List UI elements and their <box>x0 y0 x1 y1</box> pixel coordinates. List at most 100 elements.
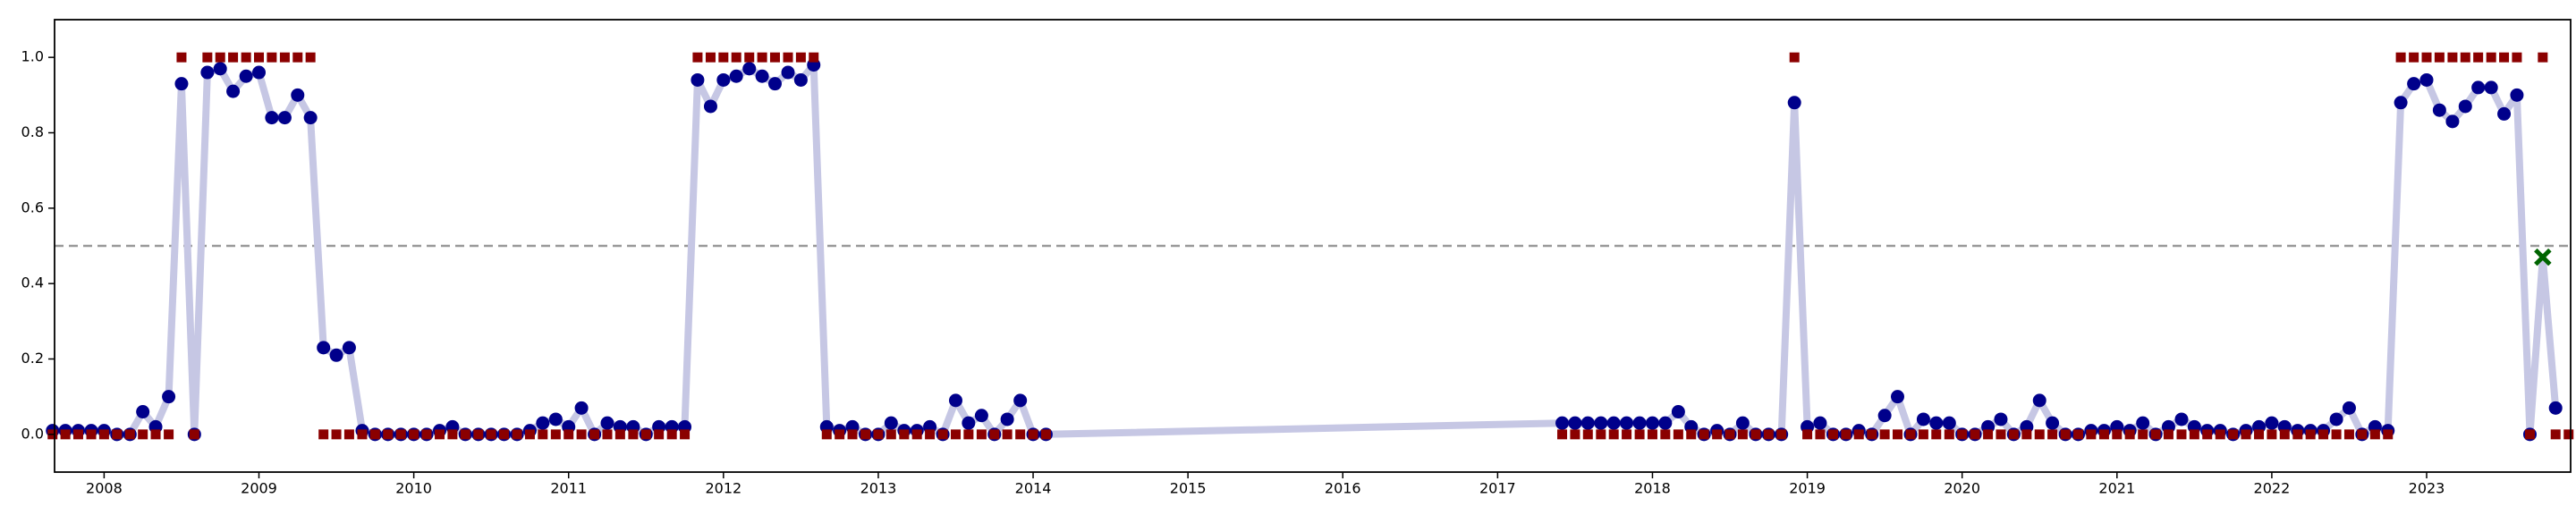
square-marker <box>369 429 380 440</box>
square-marker <box>1028 429 1038 440</box>
dot <box>2046 416 2060 430</box>
square-marker <box>640 429 651 440</box>
square-marker <box>1802 429 1813 440</box>
dot <box>317 341 331 355</box>
square-marker <box>2460 52 2470 63</box>
dot <box>2136 416 2150 430</box>
dot <box>793 72 808 87</box>
square-marker <box>1557 429 1568 440</box>
dot <box>1787 96 1801 110</box>
square-marker <box>176 52 187 63</box>
dot <box>742 62 757 76</box>
square-marker <box>757 52 767 63</box>
square-marker <box>2138 429 2148 440</box>
y-tick-label: 0.8 <box>21 123 44 140</box>
square-marker <box>589 429 600 440</box>
dot <box>729 69 743 83</box>
square-marker <box>2215 429 2225 440</box>
square-marker <box>473 429 484 440</box>
x-tick-label: 2013 <box>860 480 897 497</box>
dot <box>265 111 279 125</box>
dot <box>2329 412 2343 426</box>
square-marker <box>343 429 354 440</box>
dot <box>291 88 305 102</box>
square-marker <box>267 52 277 63</box>
square-marker <box>963 429 974 440</box>
x-marker <box>2534 248 2552 266</box>
dot <box>781 65 795 80</box>
square-marker <box>795 52 806 63</box>
square-marker <box>2047 429 2058 440</box>
square-marker <box>2331 429 2342 440</box>
square-marker <box>2343 429 2354 440</box>
square-marker <box>2112 429 2123 440</box>
square-marker <box>357 429 368 440</box>
dot <box>1994 412 2008 426</box>
x-tick-label: 2012 <box>705 480 741 497</box>
square-marker <box>2150 429 2161 440</box>
dot <box>1594 416 1608 430</box>
dot <box>1580 416 1595 430</box>
dot <box>1555 416 1570 430</box>
dot <box>2471 80 2486 95</box>
square-marker <box>2254 429 2265 440</box>
square-marker <box>2473 52 2484 63</box>
dot <box>1620 416 1634 430</box>
dot <box>691 72 705 87</box>
square-marker <box>2563 429 2574 440</box>
dot <box>2174 412 2189 426</box>
dot <box>536 416 550 430</box>
square-marker <box>1931 429 1942 440</box>
square-marker <box>1622 429 1632 440</box>
square-marker <box>292 52 303 63</box>
dot <box>1671 405 1685 419</box>
square-marker <box>164 429 174 440</box>
square-marker <box>576 429 587 440</box>
dot <box>329 348 343 362</box>
square-marker <box>1040 429 1051 440</box>
square-marker <box>60 429 71 440</box>
dot <box>2342 401 2356 415</box>
square-marker <box>886 429 896 440</box>
square-marker <box>1015 429 1026 440</box>
square-marker <box>925 429 936 440</box>
x-tick-label: 2021 <box>2098 480 2135 497</box>
square-marker <box>628 429 639 440</box>
square-marker <box>2098 429 2109 440</box>
square-marker <box>1596 429 1606 440</box>
square-marker <box>1647 429 1657 440</box>
y-tick-label: 0.6 <box>21 198 44 215</box>
square-marker <box>2369 429 2380 440</box>
square-marker <box>435 429 445 440</box>
square-marker <box>1789 52 1800 63</box>
square-marker <box>950 429 961 440</box>
square-marker <box>1827 429 1838 440</box>
dot <box>1929 416 1944 430</box>
square-marker <box>2421 52 2432 63</box>
dot <box>2548 401 2563 415</box>
dot <box>136 405 150 419</box>
square-marker <box>112 429 123 440</box>
square-marker <box>2228 429 2239 440</box>
square-marker <box>331 429 342 440</box>
square-marker <box>447 429 458 440</box>
square-marker <box>2538 52 2548 63</box>
square-marker <box>847 429 858 440</box>
dot <box>548 412 563 426</box>
square-marker <box>680 429 691 440</box>
square-marker <box>899 429 910 440</box>
square-marker <box>602 429 613 440</box>
x-tick-label: 2018 <box>1634 480 1671 497</box>
x-tick-label: 2015 <box>1170 480 1207 497</box>
square-marker <box>821 429 832 440</box>
dot <box>1568 416 1582 430</box>
square-marker <box>2305 429 2316 440</box>
square-marker <box>2499 52 2510 63</box>
y-tick-label: 0.0 <box>21 425 44 442</box>
square-marker <box>318 429 329 440</box>
square-marker <box>72 429 83 440</box>
dot <box>1606 416 1621 430</box>
square-marker <box>279 52 290 63</box>
square-marker <box>1699 429 1709 440</box>
square-marker <box>241 52 251 63</box>
